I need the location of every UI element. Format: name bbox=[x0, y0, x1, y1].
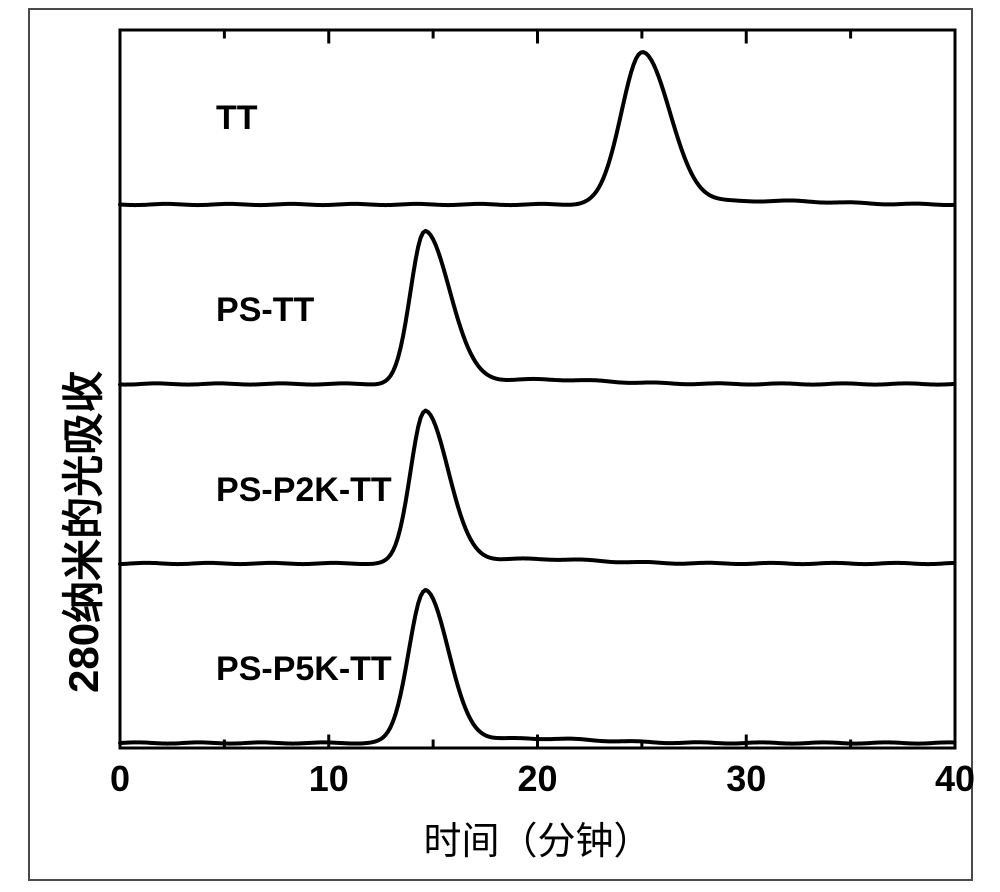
x-tick-label: 0 bbox=[110, 758, 130, 800]
series-label: PS-P2K-TT bbox=[216, 471, 392, 510]
x-tick-label: 40 bbox=[935, 758, 975, 800]
series-label: TT bbox=[216, 99, 258, 138]
x-axis-title: 时间（分钟） bbox=[423, 810, 651, 865]
x-tick-label: 20 bbox=[517, 758, 557, 800]
chart-svg bbox=[0, 0, 1000, 892]
x-tick-label: 30 bbox=[726, 758, 766, 800]
figure-container: 280纳米的光吸收 时间（分钟） 010203040TTPS-TTPS-P2K-… bbox=[0, 0, 1000, 892]
x-tick-label: 10 bbox=[309, 758, 349, 800]
series-label: PS-P5K-TT bbox=[216, 650, 392, 689]
series-label: PS-TT bbox=[216, 291, 314, 330]
